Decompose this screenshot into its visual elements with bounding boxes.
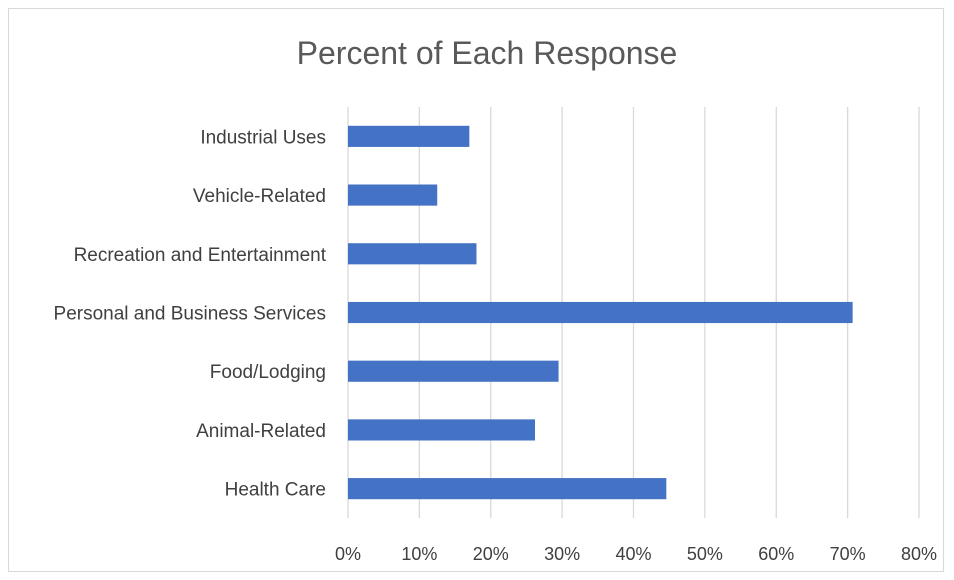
x-tick-label: 80% — [901, 544, 937, 564]
category-label: Health Care — [225, 480, 326, 501]
category-label: Food/Lodging — [210, 362, 326, 383]
x-tick-label: 40% — [615, 544, 651, 564]
x-tick-label: 70% — [830, 544, 866, 564]
bar — [348, 125, 470, 147]
x-tick-label: 30% — [544, 544, 580, 564]
chart-area — [8, 8, 944, 572]
category-label: Vehicle-Related — [193, 186, 326, 207]
category-label: Recreation and Entertainment — [74, 245, 327, 266]
category-label: Personal and Business Services — [54, 304, 326, 325]
x-tick-label: 20% — [473, 544, 509, 564]
category-labels: Industrial Uses Vehicle-Related Recreation… — [54, 127, 327, 500]
x-tick-label: 10% — [401, 544, 437, 564]
bar — [348, 478, 667, 500]
bar — [348, 184, 438, 206]
bar — [348, 301, 853, 324]
bars — [348, 125, 853, 500]
chart-title: Percent of Each Response — [297, 35, 678, 71]
bar — [348, 243, 477, 265]
x-axis-tick-labels: 0% 10% 20% 30% 40% 50% 60% 70% 80% — [335, 544, 937, 564]
category-label: Industrial Uses — [200, 127, 326, 148]
bar — [348, 360, 559, 382]
category-label: Animal-Related — [196, 421, 326, 442]
x-tick-label: 0% — [335, 544, 361, 564]
bar — [348, 419, 536, 441]
x-tick-label: 60% — [758, 544, 794, 564]
x-tick-label: 50% — [687, 544, 723, 564]
